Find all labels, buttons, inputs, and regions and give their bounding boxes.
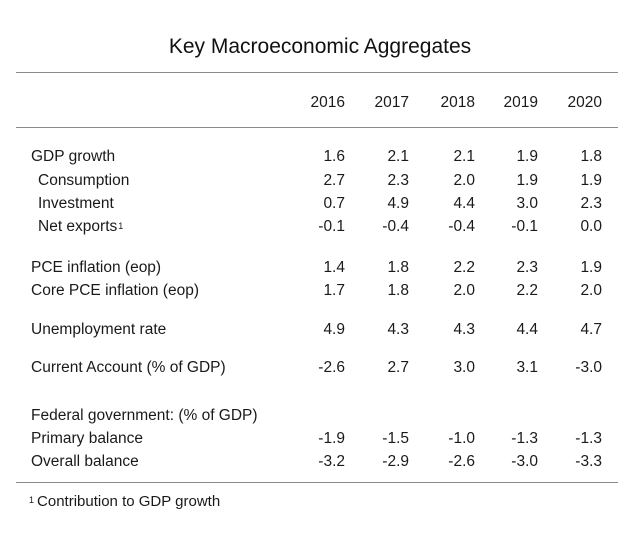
table-row: Primary balance -1.9 -1.5 -1.0 -1.3 -1.3 — [0, 428, 640, 450]
row-label: Current Account (% of GDP) — [31, 359, 226, 376]
value-cell: 3.1 — [516, 359, 538, 376]
value-cell: 2.3 — [516, 259, 538, 276]
value-cell: 1.9 — [580, 259, 602, 276]
value-cell: 3.0 — [453, 359, 475, 376]
year-header: 2016 — [310, 94, 345, 111]
table-row: Overall balance -3.2 -2.9 -2.6 -3.0 -3.3 — [0, 451, 640, 473]
row-label: Unemployment rate — [31, 321, 167, 338]
top-rule — [16, 72, 618, 73]
value-cell: 2.7 — [323, 172, 345, 189]
value-cell: 1.8 — [387, 259, 409, 276]
row-label: Investment — [38, 195, 114, 212]
row-label: Primary balance — [31, 430, 143, 447]
row-label: PCE inflation (eop) — [31, 259, 162, 276]
header-row: 2016 2017 2018 2019 2020 — [0, 92, 640, 114]
value-cell: -0.4 — [382, 218, 409, 235]
value-cell: 1.6 — [323, 148, 345, 165]
table-row: GDP growth 1.6 2.1 2.1 1.9 1.8 — [0, 146, 640, 168]
table-row: PCE inflation (eop) 1.4 1.8 2.2 2.3 1.9 — [0, 257, 640, 279]
value-cell: -2.6 — [318, 359, 345, 376]
value-cell: 4.9 — [323, 321, 345, 338]
value-cell: -2.9 — [382, 453, 409, 470]
value-cell: -1.3 — [575, 430, 602, 447]
value-cell: -0.1 — [511, 218, 538, 235]
value-cell: 2.7 — [387, 359, 409, 376]
row-label: GDP growth — [31, 148, 116, 165]
value-cell: 1.9 — [580, 172, 602, 189]
value-cell: 0.7 — [323, 195, 345, 212]
value-cell: 0.0 — [580, 218, 602, 235]
row-label: Overall balance — [31, 453, 139, 470]
value-cell: -3.3 — [575, 453, 602, 470]
table-row: Current Account (% of GDP) -2.6 2.7 3.0 … — [0, 357, 640, 379]
value-cell: 4.9 — [387, 195, 409, 212]
value-cell: 2.1 — [387, 148, 409, 165]
footnote: 1 Contribution to GDP growth — [29, 492, 220, 513]
value-cell: 2.3 — [387, 172, 409, 189]
footnote-mark: 1 — [29, 495, 35, 505]
value-cell: -1.5 — [382, 430, 409, 447]
value-cell: 2.1 — [453, 148, 475, 165]
value-cell: -0.1 — [318, 218, 345, 235]
section-heading: Federal government: (% of GDP) — [31, 407, 258, 424]
year-header: 2017 — [374, 94, 409, 111]
year-header: 2019 — [503, 94, 538, 111]
footnote-text: Contribution to GDP growth — [37, 493, 221, 510]
value-cell: 2.0 — [580, 282, 602, 299]
value-cell: 4.4 — [453, 195, 475, 212]
value-cell: -2.6 — [448, 453, 475, 470]
value-cell: 4.4 — [516, 321, 538, 338]
value-cell: 3.0 — [516, 195, 538, 212]
table-row: Investment 0.7 4.9 4.4 3.0 2.3 — [0, 193, 640, 215]
value-cell: 2.2 — [453, 259, 475, 276]
value-cell: 4.3 — [387, 321, 409, 338]
header-rule — [16, 127, 618, 128]
footnote-marker: 1 — [118, 221, 124, 231]
value-cell: -3.2 — [318, 453, 345, 470]
year-header: 2018 — [440, 94, 475, 111]
row-label: Consumption — [38, 172, 130, 189]
year-header: 2020 — [567, 94, 602, 111]
table-row: Unemployment rate 4.9 4.3 4.3 4.4 4.7 — [0, 319, 640, 341]
value-cell: 1.7 — [323, 282, 345, 299]
bottom-rule — [16, 482, 618, 483]
value-cell: -3.0 — [511, 453, 538, 470]
value-cell: -1.9 — [318, 430, 345, 447]
value-cell: 2.2 — [516, 282, 538, 299]
row-label: Net exports1 — [38, 218, 124, 235]
value-cell: 2.0 — [453, 282, 475, 299]
value-cell: -0.4 — [448, 218, 475, 235]
table-title: Key Macroeconomic Aggregates — [168, 35, 472, 58]
table-row: Net exports1 -0.1 -0.4 -0.4 -0.1 0.0 — [0, 216, 640, 238]
value-cell: 1.9 — [516, 172, 538, 189]
table-row: Core PCE inflation (eop) 1.7 1.8 2.0 2.2… — [0, 280, 640, 302]
value-cell: 4.7 — [580, 321, 602, 338]
row-label: Core PCE inflation (eop) — [31, 282, 199, 299]
value-cell: 2.0 — [453, 172, 475, 189]
value-cell: -1.3 — [511, 430, 538, 447]
value-cell: -3.0 — [575, 359, 602, 376]
value-cell: 2.3 — [580, 195, 602, 212]
section-heading-row: Federal government: (% of GDP) — [0, 405, 640, 427]
value-cell: 1.8 — [387, 282, 409, 299]
value-cell: -1.0 — [448, 430, 475, 447]
table-row: Consumption 2.7 2.3 2.0 1.9 1.9 — [0, 170, 640, 192]
value-cell: 4.3 — [453, 321, 475, 338]
value-cell: 1.4 — [323, 259, 345, 276]
value-cell: 1.9 — [516, 148, 538, 165]
value-cell: 1.8 — [580, 148, 602, 165]
